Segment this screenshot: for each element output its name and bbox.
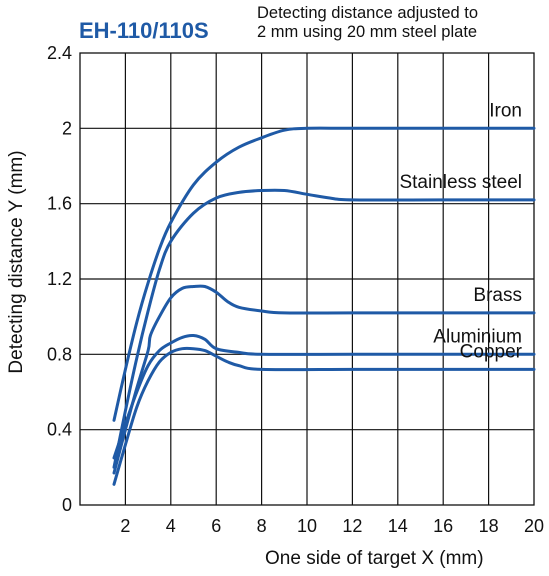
x-tick-label: 20	[524, 516, 544, 536]
series-line-copper	[112, 346, 536, 486]
x-tick-label: 4	[166, 516, 176, 536]
series-line-aluminium	[112, 333, 536, 460]
y-tick-label: 1.2	[47, 269, 72, 289]
subtitle-line-2: 2 mm using 20 mm steel plate	[257, 23, 478, 41]
x-tick-label: 14	[388, 516, 408, 536]
series-line-iron	[112, 126, 536, 422]
y-tick-label: 0.4	[47, 420, 72, 440]
series-label-copper: Copper	[460, 341, 523, 362]
y-tick-label: 1.6	[47, 194, 72, 214]
x-tick-label: 18	[479, 516, 499, 536]
chart-model-title: EH-110/110S	[79, 18, 209, 43]
y-tick-label: 0	[62, 495, 72, 515]
series-label-aluminium: Aluminium	[433, 326, 522, 347]
x-tick-label: 6	[211, 516, 221, 536]
chart-subtitle: Detecting distance adjusted to 2 mm usin…	[257, 4, 478, 42]
y-tick-label: 2	[62, 118, 72, 138]
y-tick-label: 2.4	[47, 43, 72, 63]
series-label-brass: Brass	[473, 285, 522, 306]
y-tick-label: 0.8	[47, 344, 72, 364]
x-tick-label: 12	[342, 516, 362, 536]
x-tick-label: 10	[297, 516, 317, 536]
x-tick-label: 16	[433, 516, 453, 536]
series-label-iron: Iron	[489, 100, 522, 121]
x-tick-label: 2	[120, 516, 130, 536]
series-line-brass	[112, 284, 536, 475]
series-line-stainless-steel	[112, 188, 536, 469]
series-label-stainless-steel: Stainless steel	[399, 172, 522, 193]
x-tick-label: 8	[257, 516, 267, 536]
subtitle-line-1: Detecting distance adjusted to	[257, 4, 479, 22]
x-axis-label: One side of target X (mm)	[265, 548, 484, 569]
